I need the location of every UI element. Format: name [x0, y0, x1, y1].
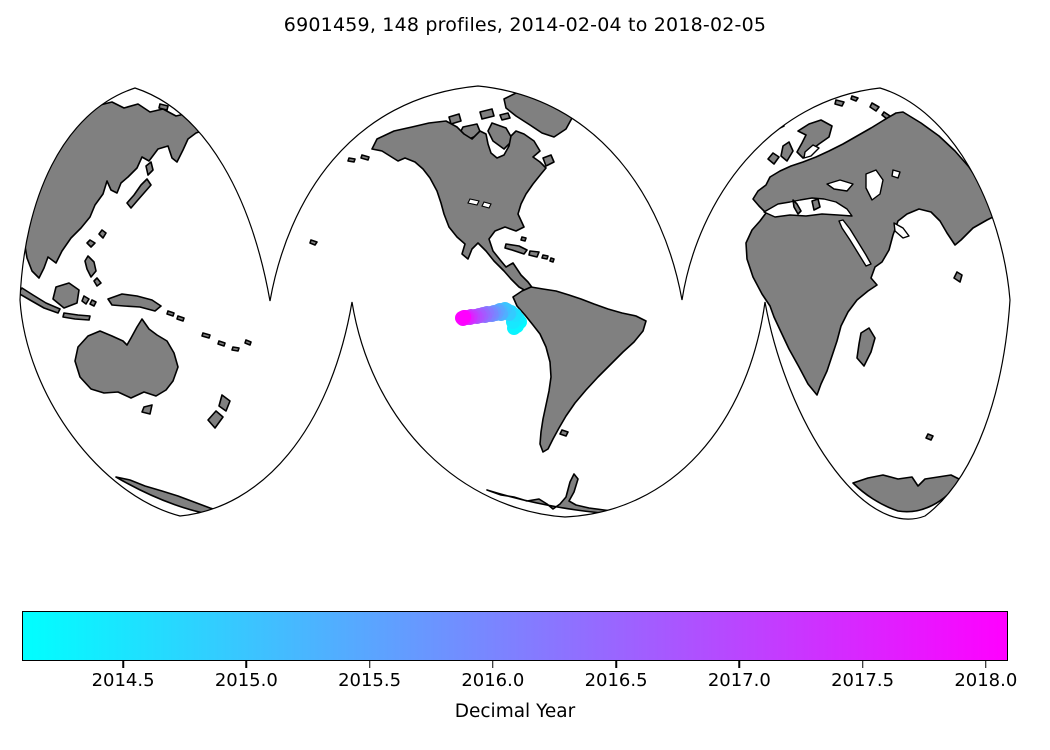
land-north-america: [371, 120, 547, 299]
island-tasmania: [141, 404, 153, 415]
lake-great-lakes: [481, 201, 492, 209]
island-japan: [126, 178, 152, 209]
land-south-america: [512, 286, 647, 453]
colorbar-tick: [245, 661, 248, 668]
lake-great-lakes: [467, 198, 480, 206]
colorbar-tick: [738, 661, 741, 668]
island-sumatra: [20, 287, 61, 314]
island-novaya-zemlya: [869, 102, 880, 112]
island-philippines: [84, 255, 97, 278]
colorbar-tick-label: 2015.0: [214, 670, 278, 691]
island-new-zealand: [207, 410, 224, 429]
island-hispaniola: [528, 250, 540, 258]
island-newfoundland: [542, 154, 555, 167]
sea-caspian: [865, 169, 884, 201]
colorbar-tick: [122, 661, 124, 668]
figure-title: 6901459, 148 profiles, 2014-02-04 to 201…: [283, 14, 767, 36]
land-antarctica-east: [852, 474, 962, 513]
island-java: [62, 312, 91, 321]
island-svalbard: [834, 99, 845, 107]
island-new-guinea: [107, 293, 162, 312]
island-solomons: [166, 310, 175, 317]
island-arctic-siberia: [178, 102, 188, 110]
island-britain: [780, 141, 794, 162]
colorbar-tick-label: 2016.5: [584, 670, 648, 691]
island-aleutians: [360, 154, 370, 161]
island-aleutians: [347, 157, 356, 163]
sea-baltic: [803, 144, 820, 159]
sea-red: [838, 219, 872, 267]
island-baffin: [487, 122, 514, 150]
island-antilles: [541, 254, 549, 260]
island-maluku: [89, 299, 97, 307]
colorbar-tick-label: 2017.0: [707, 670, 771, 691]
colorbar-axis-label: Decimal Year: [454, 701, 576, 722]
float-trajectory: [455, 302, 527, 335]
island-arctic-siberia: [158, 103, 169, 111]
land-eurasia-africa: [745, 111, 1000, 396]
island-falklands: [559, 429, 569, 437]
island-sakhalin: [145, 161, 154, 176]
island-arctic-canada: [479, 108, 495, 120]
island-pacific: [201, 332, 211, 339]
colorbar-tick: [492, 661, 494, 668]
map-boundary: [19, 85, 1011, 520]
colorbar-tick: [615, 661, 617, 668]
land-greece: [811, 198, 821, 211]
land-australia: [74, 318, 179, 399]
colorbar-tick-label: 2016.0: [461, 670, 525, 691]
island-hawaii: [309, 239, 318, 246]
island-ireland: [767, 152, 780, 165]
island-pacific: [217, 340, 226, 347]
island-arctic-canada: [499, 112, 511, 121]
sea-persian-gulf: [893, 222, 910, 239]
island-madagascar: [856, 327, 876, 367]
island-borneo: [52, 282, 80, 309]
island-solomons: [176, 315, 185, 322]
land-italy: [792, 199, 802, 215]
island-sri-lanka: [953, 271, 963, 283]
island-taiwan: [98, 229, 107, 239]
colorbar-tick-label: 2015.5: [338, 670, 402, 691]
island-kerguelen: [925, 433, 934, 441]
sea-aral: [891, 169, 901, 179]
colorbar-tick-label: 2014.5: [91, 670, 155, 691]
island-svalbard: [850, 95, 859, 102]
colorbar-tick: [985, 661, 987, 668]
island-antilles: [549, 257, 555, 263]
colorbar-gradient: [22, 611, 1008, 661]
colorbar-tick-label: 2017.5: [831, 670, 895, 691]
sea-black: [826, 179, 854, 192]
island-sulawesi: [81, 295, 90, 305]
world-map: [19, 85, 1011, 520]
island-fiji: [244, 339, 252, 346]
colorbar-tick: [861, 661, 864, 668]
landmasses: [20, 89, 1000, 518]
island-bahamas: [520, 236, 527, 242]
colorbar-tick-label: 2018.0: [954, 670, 1018, 691]
colorbar-tick: [368, 661, 371, 668]
island-hainan: [86, 239, 96, 248]
island-pacific: [231, 346, 240, 352]
island-cuba: [504, 243, 528, 255]
island-philippines: [93, 277, 102, 287]
profile-dot: [457, 310, 471, 324]
colorbar: 2014.5 2015.0 2015.5 2016.0 2016.5 2017.0 2017…: [22, 611, 1017, 691]
island-arctic-canada: [448, 113, 462, 125]
island-new-zealand: [218, 394, 231, 412]
